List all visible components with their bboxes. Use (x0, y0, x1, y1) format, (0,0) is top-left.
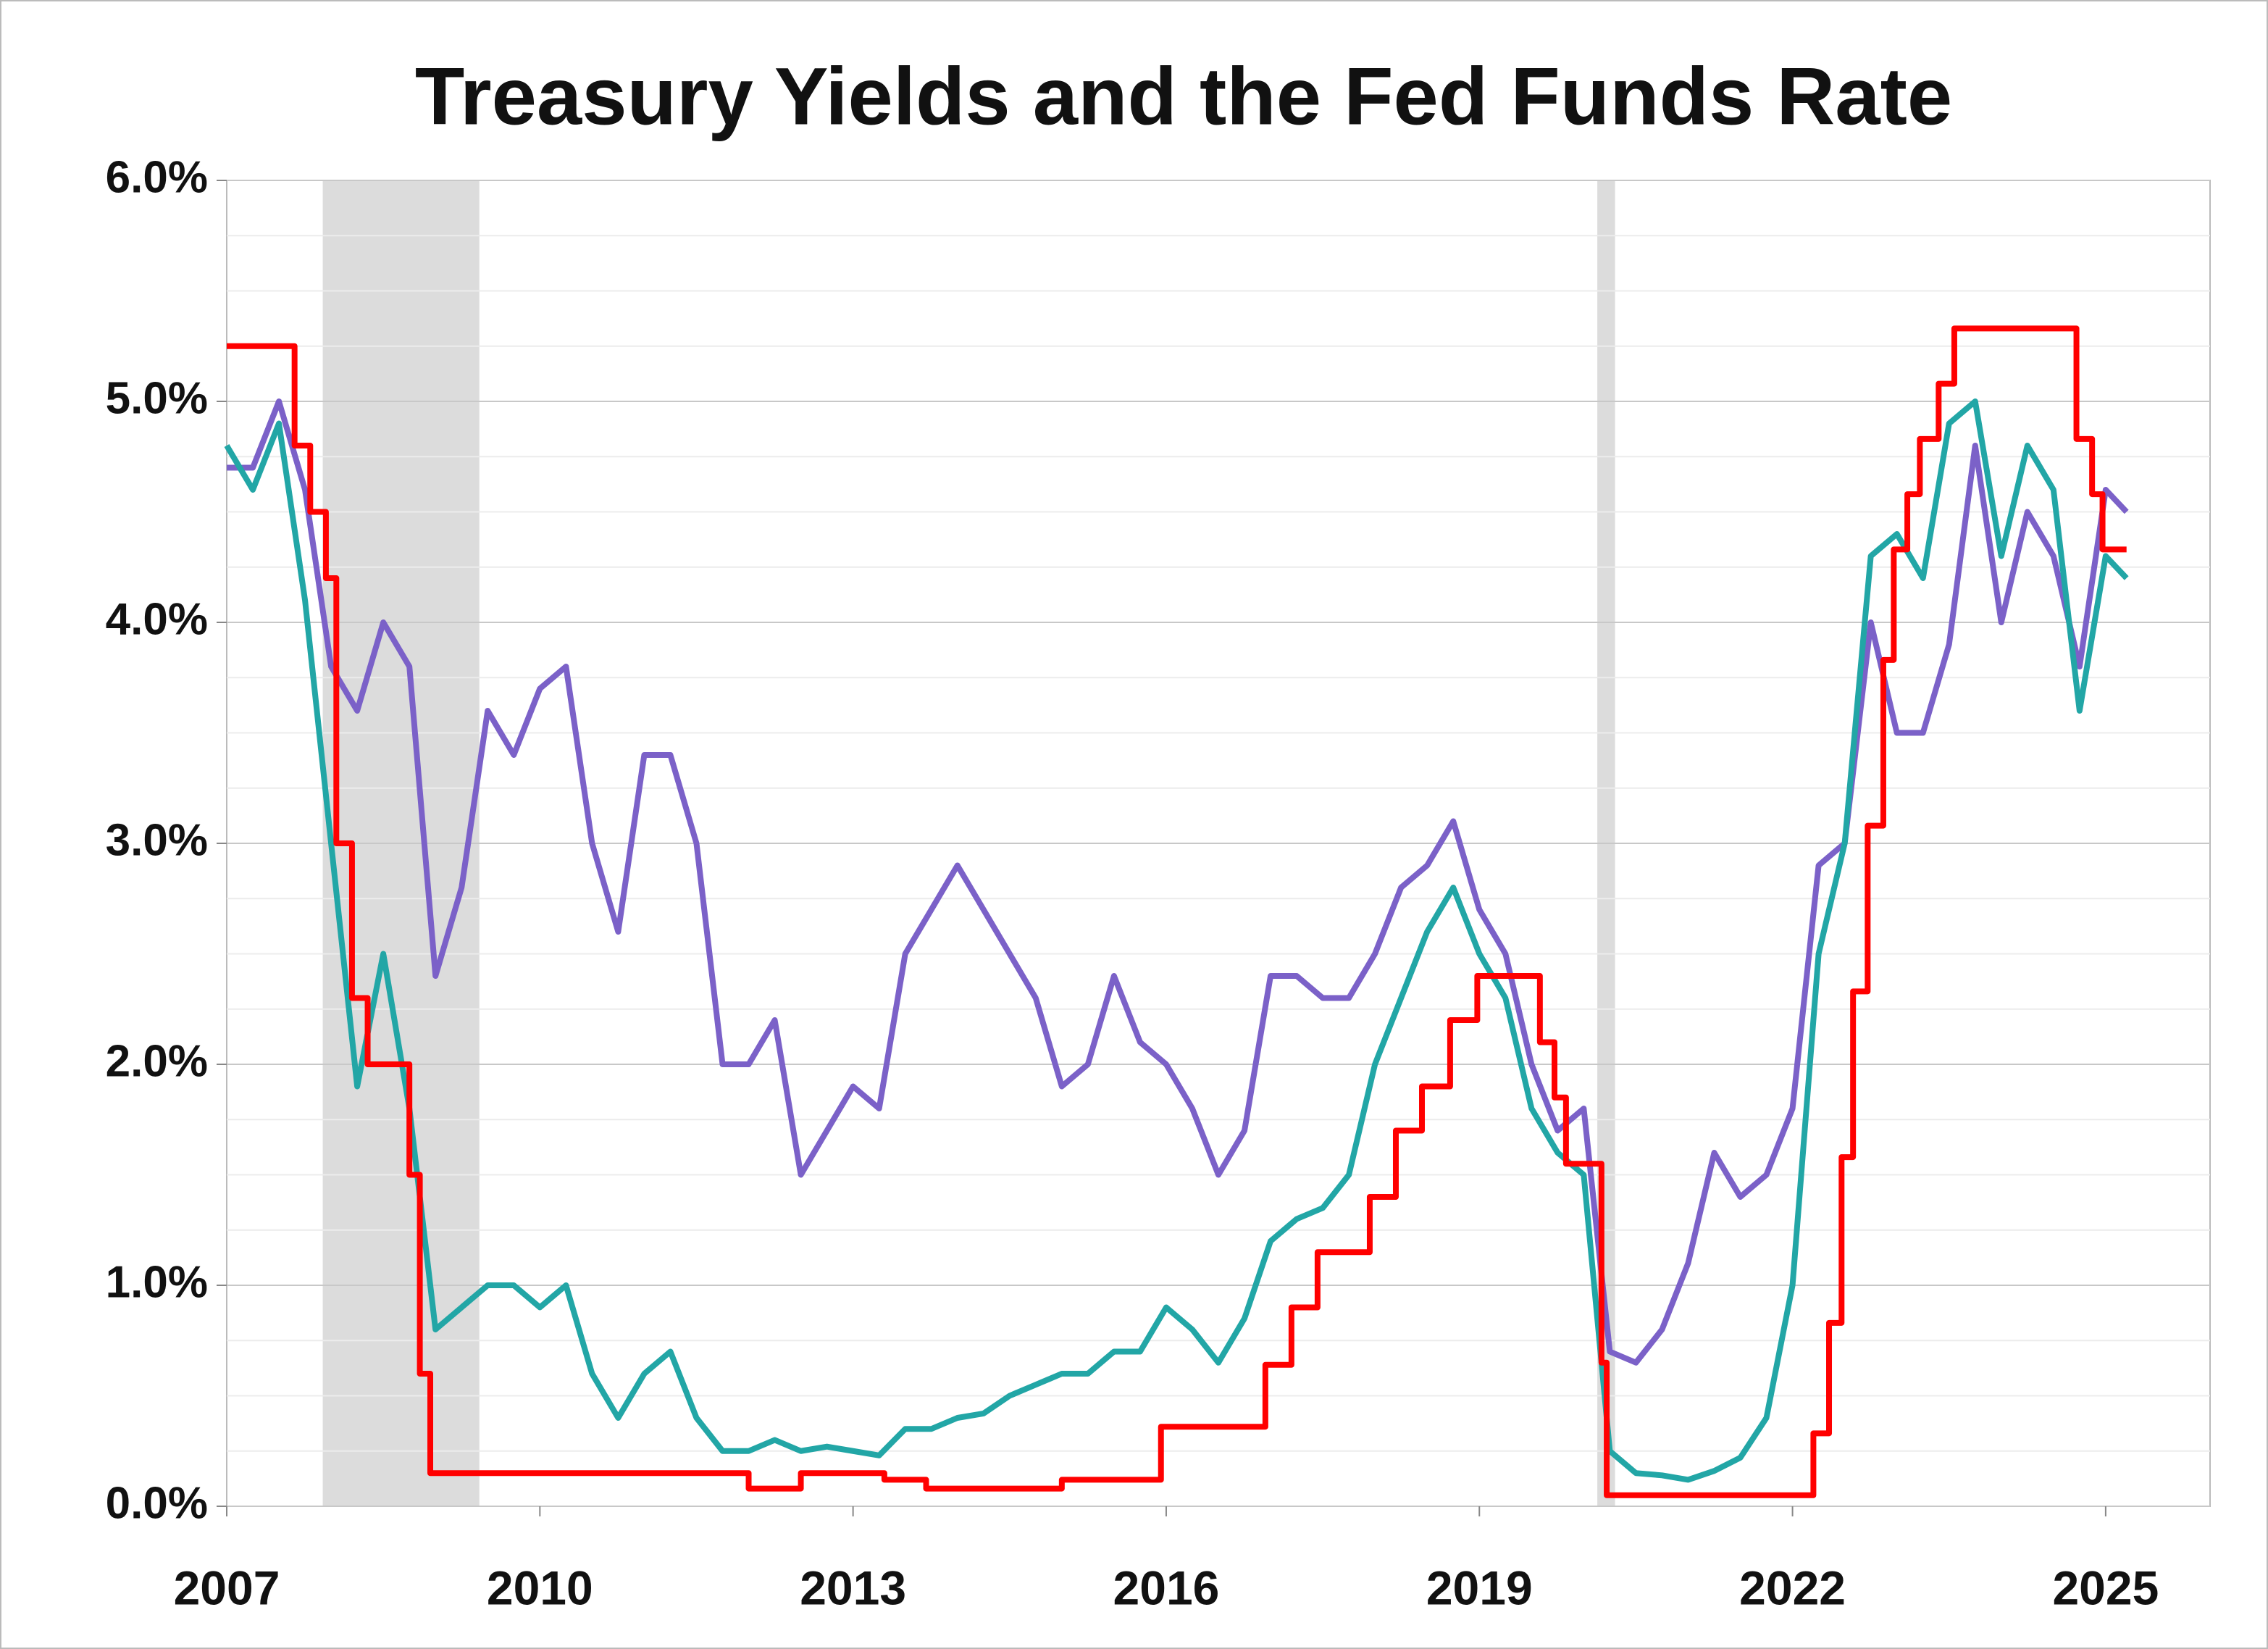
y-tick-label: 3.0% (106, 815, 208, 865)
x-tick-label: 2016 (1113, 1561, 1220, 1614)
x-tick-label: 2019 (1426, 1561, 1533, 1614)
y-tick-label: 1.0% (106, 1257, 208, 1307)
y-tick-label: 0.0% (106, 1478, 208, 1528)
series-line (227, 325, 2127, 1498)
series-line (224, 398, 2129, 1483)
chart-title: Treasury Yields and the Fed Funds Rate (415, 51, 1952, 142)
x-tick-label: 2013 (800, 1561, 906, 1614)
x-tick-label: 2010 (487, 1561, 593, 1614)
x-tick-label: 2007 (174, 1561, 280, 1614)
y-tick-label: 2.0% (106, 1036, 208, 1086)
y-tick-label: 4.0% (106, 594, 208, 644)
series-line (227, 398, 2129, 1366)
y-tick-label: 5.0% (106, 373, 208, 423)
x-tick-label: 2022 (1739, 1561, 1846, 1614)
y-tick-label: 6.0% (106, 152, 208, 202)
x-tick-label: 2025 (2052, 1561, 2159, 1614)
